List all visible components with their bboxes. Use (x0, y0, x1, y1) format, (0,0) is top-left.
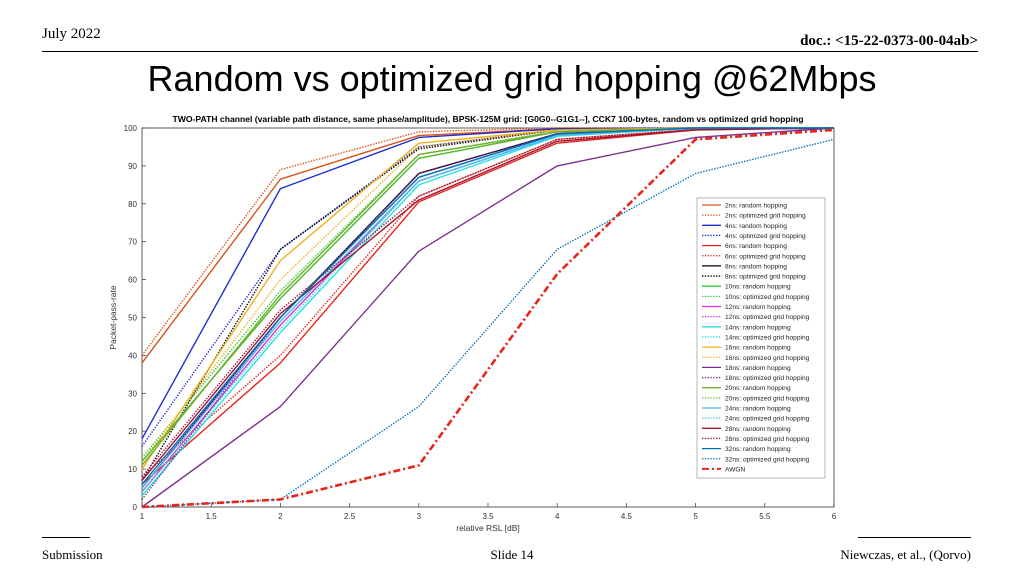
y-tick-label: 70 (128, 238, 137, 247)
legend-entry: 4ns: random hopping (725, 223, 787, 230)
series-line-9 (141, 127, 834, 459)
y-tick-label: 50 (128, 314, 137, 323)
x-tick-label: 2 (278, 512, 283, 521)
slide-title: Random vs optimized grid hopping @62Mbps (147, 58, 877, 99)
legend-entry: 8ns: random hopping (725, 263, 787, 270)
y-tick-label: 80 (128, 200, 137, 209)
legend-entry: 12ns: optimized grid hopping (725, 314, 810, 321)
legend-entry: 24ns: random hopping (725, 406, 791, 413)
legend-entry: 24ns: optimized grid hopping (725, 416, 810, 423)
x-tick-label: 4 (555, 512, 560, 521)
x-tick-label: 5 (693, 512, 698, 521)
y-tick-label: 100 (124, 124, 138, 133)
legend-entry: 20ns: optimized grid hopping (725, 395, 810, 402)
legend-entry: 32ns: optimized grid hopping (725, 456, 810, 463)
y-tick-label: 40 (128, 351, 137, 360)
slide-number: Slide 14 (490, 547, 534, 562)
legend-entry: 8ns: optimized grid hopping (725, 274, 806, 281)
footer-authors: Niewczas, et al., (Qorvo) (840, 547, 971, 562)
document-id: doc.: <15-22-0373-00-04ab> (800, 33, 978, 49)
legend-entry: 18ns: optimized grid hopping (725, 375, 810, 382)
legend-entry: 6ns: random hopping (725, 243, 787, 250)
x-axis-label: relative RSL [dB] (456, 523, 519, 533)
series-line-7 (141, 127, 834, 481)
series-line-15 (141, 127, 834, 462)
y-axis-label: Packet-pass-rate (108, 285, 118, 350)
legend-entry: 16ns: random hopping (725, 345, 791, 352)
chart-title: TWO-PATH channel (variable path distance… (173, 114, 804, 124)
series-line-22 (141, 127, 835, 481)
series-line-16 (141, 127, 835, 508)
footer-divider-right (858, 537, 971, 538)
legend-entry: 28ns: random hopping (725, 426, 791, 433)
y-tick-label: 30 (128, 389, 137, 398)
series-line-24 (141, 127, 834, 485)
series-line-23 (141, 127, 835, 478)
legend-entry: 14ns: optimized grid hopping (725, 334, 810, 341)
legend-entry: 2ns: optimized grid hopping (725, 213, 806, 220)
x-tick-label: 1.5 (206, 512, 218, 521)
x-tick-label: 5.5 (759, 512, 771, 521)
legend-entry: 10ns: optimized grid hopping (725, 294, 810, 301)
legend-box (696, 197, 826, 479)
x-tick-label: 1 (140, 512, 145, 521)
header-date: July 2022 (42, 26, 101, 42)
legend-entry: 6ns: optimized grid hopping (725, 253, 806, 260)
legend-entry: 16ns: optimized grid hopping (725, 355, 810, 362)
legend-entry: 20ns: random hopping (725, 385, 791, 392)
header-divider (42, 51, 978, 52)
legend-entry: 10ns: random hopping (725, 284, 791, 291)
x-tick-label: 2.5 (344, 512, 356, 521)
y-tick-label: 0 (133, 503, 138, 512)
legend-entry: 4ns: optimized grid hopping (725, 233, 806, 240)
y-tick-label: 20 (128, 427, 137, 436)
x-tick-label: 6 (832, 512, 837, 521)
line-chart: TWO-PATH channel (variable path distance… (108, 114, 837, 533)
footer-submission: Submission (42, 547, 103, 562)
x-tick-label: 4.5 (621, 512, 633, 521)
legend-entry: 14ns: random hopping (725, 324, 791, 331)
legend-entry: 32ns: random hopping (725, 446, 791, 453)
series-line-26 (141, 128, 835, 509)
legend-entry: AWGN (725, 466, 746, 473)
legend-entry: 28ns: optimized grid hopping (725, 436, 810, 443)
y-tick-label: 10 (128, 465, 137, 474)
legend-entry: 18ns: random hopping (725, 365, 791, 372)
y-tick-label: 90 (128, 162, 137, 171)
legend-entry: 12ns: random hopping (725, 304, 791, 311)
y-tick-label: 60 (128, 276, 137, 285)
x-tick-label: 3 (417, 512, 422, 521)
footer-divider-left (42, 537, 90, 538)
x-tick-label: 3.5 (482, 512, 494, 521)
legend-entry: 2ns: random hopping (725, 203, 787, 210)
